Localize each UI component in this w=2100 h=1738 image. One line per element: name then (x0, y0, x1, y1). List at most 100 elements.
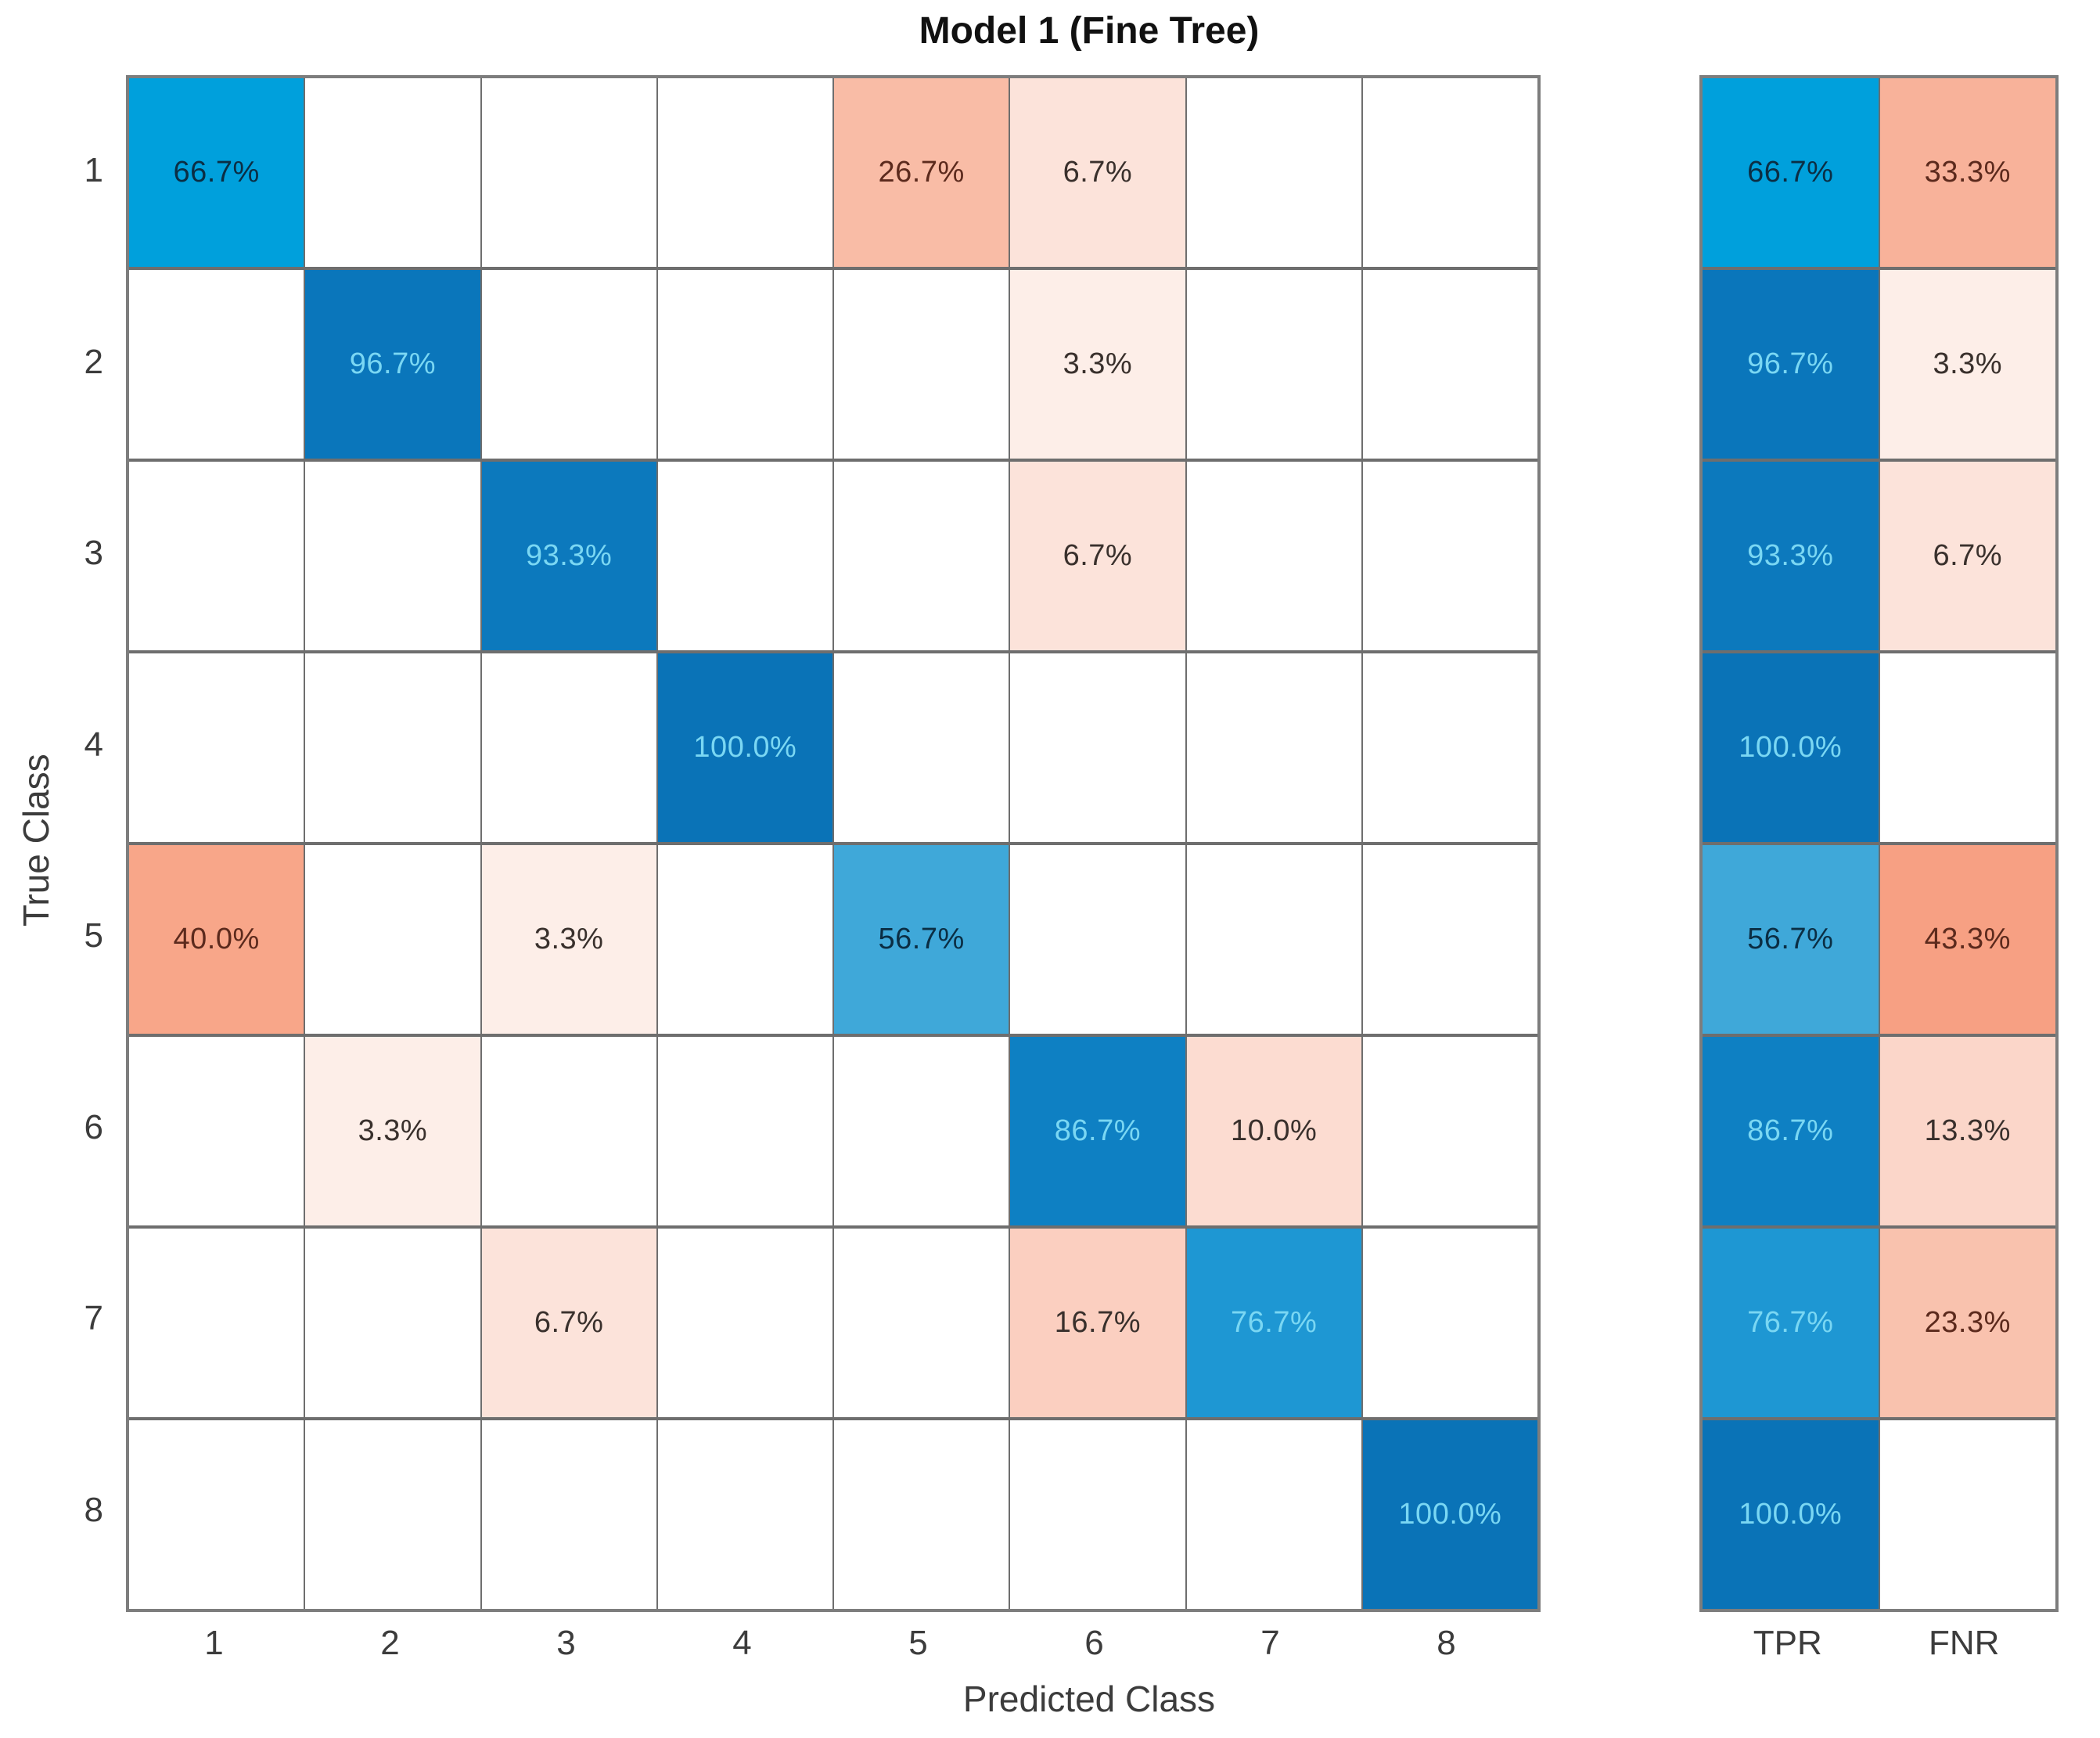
matrix-cell-r3c2 (305, 462, 480, 650)
y-axis-ticks: 1 2 3 4 5 6 7 8 (31, 75, 110, 1606)
matrix-cell-r4c4: 100.0% (657, 653, 832, 842)
matrix-cell-r7c5 (834, 1229, 1009, 1417)
tpr-cell-row6: 86.7% (1703, 1037, 1879, 1225)
matrix-cell-r5c2 (305, 845, 480, 1034)
matrix-cell-r7c1 (129, 1229, 304, 1417)
fnr-cell-row5: 43.3% (1879, 845, 2055, 1034)
matrix-cell-r8c7 (1186, 1420, 1361, 1609)
fnr-cell-row2: 3.3% (1879, 270, 2055, 459)
x-tick-label-2: 2 (380, 1624, 400, 1662)
matrix-cell-r7c2 (305, 1229, 480, 1417)
confusion-matrix-grid: 66.7% 26.7% 6.7% 96.7% 3.3% 93.3% 6.7% 100.0% 40… (126, 75, 1541, 1612)
x-axis-ticks: 1 2 3 4 5 6 7 8 (126, 1615, 1534, 1671)
matrix-cell-r2c1 (129, 270, 304, 459)
x-tick-label-7: 7 (1260, 1624, 1280, 1662)
y-tick-label-7: 7 (84, 1299, 103, 1338)
matrix-cell-r6c2: 3.3% (305, 1037, 480, 1225)
matrix-cell-r7c7: 76.7% (1186, 1229, 1361, 1417)
matrix-cell-r8c1 (129, 1420, 304, 1609)
matrix-cell-r4c3 (481, 653, 656, 842)
fnr-cell-row8 (1879, 1420, 2055, 1609)
x-tick-label-5: 5 (908, 1624, 928, 1662)
matrix-cell-r5c1: 40.0% (129, 845, 304, 1034)
matrix-cell-r5c3: 3.3% (481, 845, 656, 1034)
y-tick-label-2: 2 (84, 342, 103, 381)
matrix-cell-r6c4 (657, 1037, 832, 1225)
tpr-cell-row1: 66.7% (1703, 78, 1879, 267)
x-tick-label-3: 3 (556, 1624, 576, 1662)
matrix-cell-r5c6 (1010, 845, 1185, 1034)
matrix-cell-r6c8 (1362, 1037, 1537, 1225)
matrix-cell-r1c8 (1362, 78, 1537, 267)
fnr-cell-row6: 13.3% (1879, 1037, 2055, 1225)
matrix-cell-r5c5: 56.7% (834, 845, 1009, 1034)
matrix-cell-r4c7 (1186, 653, 1361, 842)
tpr-fnr-summary-grid: 66.7% 33.3% 96.7% 3.3% 93.3% 6.7% 100.0% 56.7% 4… (1699, 75, 2059, 1612)
matrix-cell-r7c4 (657, 1229, 832, 1417)
x-tick-label-1: 1 (204, 1624, 224, 1662)
tpr-cell-row8: 100.0% (1703, 1420, 1879, 1609)
matrix-cell-r7c6: 16.7% (1010, 1229, 1185, 1417)
x-axis-label: Predicted Class (962, 1679, 1216, 1719)
matrix-cell-r7c3: 6.7% (481, 1229, 656, 1417)
matrix-cell-r4c2 (305, 653, 480, 842)
matrix-cell-r2c5 (834, 270, 1009, 459)
matrix-cell-r3c1 (129, 462, 304, 650)
matrix-cell-r2c6: 3.3% (1010, 270, 1185, 459)
matrix-cell-r3c3: 93.3% (481, 462, 656, 650)
matrix-cell-r4c6 (1010, 653, 1185, 842)
matrix-cell-r4c1 (129, 653, 304, 842)
fnr-column-label: FNR (1929, 1624, 2000, 1662)
tpr-column-label: TPR (1753, 1624, 1822, 1662)
matrix-cell-r2c4 (657, 270, 832, 459)
tpr-cell-row5: 56.7% (1703, 845, 1879, 1034)
tpr-cell-row4: 100.0% (1703, 653, 1879, 842)
matrix-cell-r3c7 (1186, 462, 1361, 650)
tpr-cell-row2: 96.7% (1703, 270, 1879, 459)
tpr-cell-row7: 76.7% (1703, 1229, 1879, 1417)
matrix-cell-r2c3 (481, 270, 656, 459)
matrix-cell-r5c4 (657, 845, 832, 1034)
matrix-cell-r1c4 (657, 78, 832, 267)
y-tick-label-8: 8 (84, 1490, 103, 1529)
x-tick-label-4: 4 (732, 1624, 752, 1662)
matrix-cell-r8c2 (305, 1420, 480, 1609)
matrix-cell-r1c5: 26.7% (834, 78, 1009, 267)
matrix-cell-r3c8 (1362, 462, 1537, 650)
matrix-cell-r8c4 (657, 1420, 832, 1609)
matrix-cell-r5c8 (1362, 845, 1537, 1034)
matrix-cell-r4c5 (834, 653, 1009, 842)
matrix-cell-r1c3 (481, 78, 656, 267)
x-tick-label-6: 6 (1084, 1624, 1104, 1662)
fnr-cell-row7: 23.3% (1879, 1229, 2055, 1417)
matrix-cell-r6c6: 86.7% (1010, 1037, 1185, 1225)
matrix-cell-r1c7 (1186, 78, 1361, 267)
y-tick-label-1: 1 (84, 151, 103, 190)
matrix-cell-r1c2 (305, 78, 480, 267)
chart-title: Model 1 (Fine Tree) (919, 10, 1260, 52)
matrix-cell-r6c7: 10.0% (1186, 1037, 1361, 1225)
tpr-cell-row3: 93.3% (1703, 462, 1879, 650)
y-tick-label-3: 3 (84, 534, 103, 573)
matrix-cell-r8c6 (1010, 1420, 1185, 1609)
x-tick-label-8: 8 (1437, 1624, 1456, 1662)
matrix-cell-r8c5 (834, 1420, 1009, 1609)
matrix-cell-r3c4 (657, 462, 832, 650)
matrix-cell-r6c1 (129, 1037, 304, 1225)
matrix-cell-r6c3 (481, 1037, 656, 1225)
matrix-cell-r2c7 (1186, 270, 1361, 459)
matrix-cell-r3c5 (834, 462, 1009, 650)
matrix-cell-r6c5 (834, 1037, 1009, 1225)
matrix-cell-r1c1: 66.7% (129, 78, 304, 267)
fnr-cell-row1: 33.3% (1879, 78, 2055, 267)
summary-column-labels: TPR FNR (1699, 1615, 2052, 1671)
matrix-cell-r7c8 (1362, 1229, 1537, 1417)
y-tick-label-5: 5 (84, 916, 103, 955)
y-tick-label-6: 6 (84, 1107, 103, 1146)
fnr-cell-row3: 6.7% (1879, 462, 2055, 650)
matrix-cell-r1c6: 6.7% (1010, 78, 1185, 267)
y-tick-label-4: 4 (84, 725, 103, 764)
matrix-cell-r8c8: 100.0% (1362, 1420, 1537, 1609)
matrix-cell-r2c2: 96.7% (305, 270, 480, 459)
